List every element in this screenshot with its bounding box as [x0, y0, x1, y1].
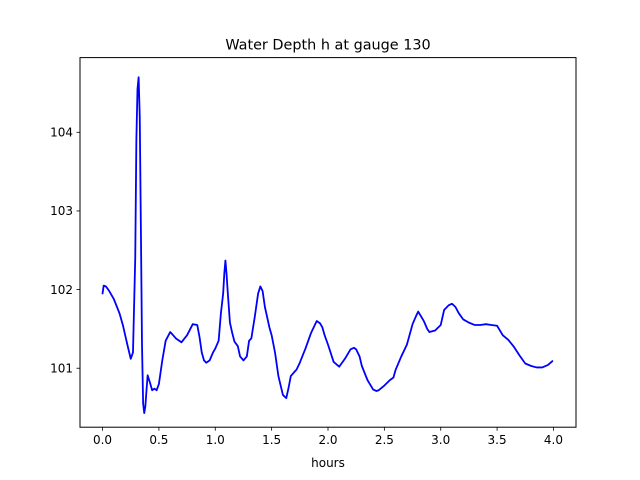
y-tick-label: 102	[50, 283, 73, 297]
y-tick-label: 103	[50, 204, 73, 218]
chart-title: Water Depth h at gauge 130	[225, 38, 430, 54]
x-axis-label: hours	[311, 456, 345, 470]
x-tick-label: 4.0	[544, 433, 563, 447]
y-tick-label: 104	[50, 126, 73, 140]
y-tick-label: 101	[50, 362, 73, 376]
x-tick-label: 1.5	[262, 433, 281, 447]
x-tick-label: 2.5	[375, 433, 394, 447]
series-line-0	[101, 76, 554, 414]
axes-frame	[79, 57, 577, 428]
x-tick-label: 2.0	[318, 433, 337, 447]
plot-area: 0.0 0.5 1.0 1.5 2.0 2.5 3.0 3.5 4.0 101 102 103 104	[50, 76, 563, 447]
x-tick-label: 0.5	[149, 433, 168, 447]
x-tick-label: 3.0	[431, 433, 450, 447]
x-tick-label: 0.0	[93, 433, 112, 447]
x-tick-label: 3.5	[488, 433, 507, 447]
x-tick-label: 1.0	[206, 433, 225, 447]
